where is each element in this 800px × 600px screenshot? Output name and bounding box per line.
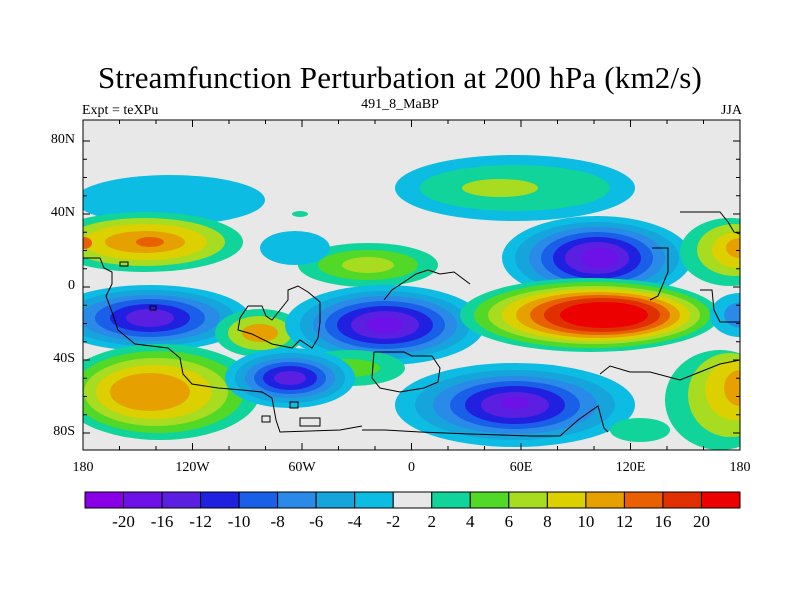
y-tick-label: 0 [68, 278, 75, 293]
colorbar-swatch [277, 491, 317, 509]
x-tick-label: 180 [729, 460, 751, 475]
coastlines [83, 211, 740, 437]
colorbar-label: -12 [189, 512, 212, 531]
y-tick-label: 40S [53, 351, 75, 366]
colorbar-label: -8 [270, 512, 285, 531]
colorbar-swatch [585, 491, 625, 509]
y-tick-label: 40N [50, 205, 75, 220]
colorbar-label: 2 [427, 512, 437, 531]
colorbar-swatch [84, 491, 125, 509]
colorbar-label: 4 [466, 512, 475, 531]
colorbar-swatch [508, 491, 548, 509]
x-tick-label: 180 [72, 460, 94, 475]
colorbar-label: 10 [577, 512, 595, 531]
colorbar-label: -6 [309, 512, 324, 531]
colorbar-swatch [431, 491, 471, 509]
x-tick-label: 120W [175, 460, 210, 475]
colorbar-swatch [469, 491, 510, 509]
colorbar-label: 6 [504, 512, 514, 531]
colorbar-label: -10 [227, 512, 251, 531]
x-tick-label: 0 [408, 460, 415, 475]
colorbar-swatch [623, 491, 664, 509]
colorbar-label: 8 [543, 512, 552, 531]
colorbar-swatch [354, 491, 394, 509]
y-tick-label: 80S [53, 424, 75, 439]
colorbar-swatch [315, 491, 356, 509]
colorbar-label: 20 [692, 512, 710, 531]
colorbar-swatch [123, 491, 163, 509]
colorbar-swatch [700, 491, 741, 509]
x-tick-label: 60W [288, 460, 316, 475]
y-tick-label: 80N [50, 132, 75, 147]
colorbar-swatch [392, 491, 433, 509]
colorbar-swatch [161, 491, 202, 509]
colorbar-swatch [546, 491, 587, 509]
colorbar-swatch [662, 491, 702, 509]
colorbar-label: -16 [150, 512, 174, 531]
x-tick-label: 60E [509, 460, 533, 475]
colorbar [84, 491, 741, 509]
colorbar-swatch [200, 491, 240, 509]
colorbar-label: 16 [654, 512, 672, 531]
colorbar-label: -4 [347, 512, 362, 531]
contour-bands [83, 155, 740, 450]
colorbar-label: -2 [386, 512, 401, 531]
colorbar-label: 12 [615, 512, 633, 531]
x-tick-label: 120E [615, 460, 646, 475]
run-label: 491_8_MaBP [361, 97, 439, 112]
experiment-label: Expt = teXPu [82, 103, 159, 118]
chart-title: Streamfunction Perturbation at 200 hPa (… [97, 60, 703, 95]
axis-ticks [82, 120, 741, 450]
colorbar-swatch [238, 491, 279, 509]
season-label: JJA [720, 103, 742, 118]
colorbar-label: -20 [112, 512, 135, 531]
